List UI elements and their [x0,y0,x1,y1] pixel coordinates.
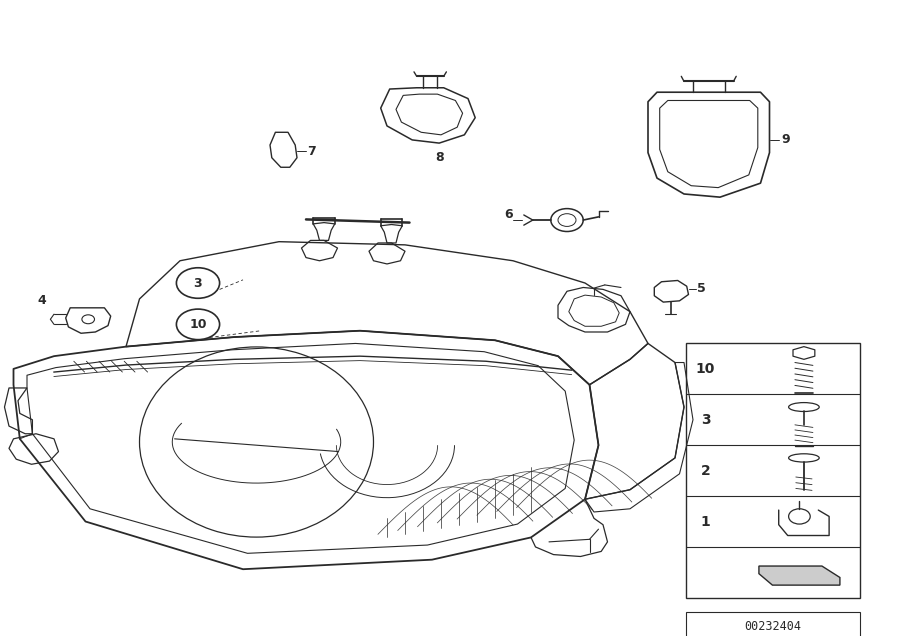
Text: 4: 4 [37,294,46,307]
Text: 10: 10 [189,318,207,331]
Bar [686,343,859,598]
Text: 3: 3 [701,413,710,427]
Bar [686,612,859,636]
Circle shape [176,309,220,340]
Text: 5: 5 [698,282,706,294]
Text: 9: 9 [781,134,790,146]
Text: 2: 2 [701,464,710,478]
Text: 00232404: 00232404 [744,620,801,633]
Polygon shape [759,566,840,585]
Text: 8: 8 [435,151,444,164]
Circle shape [176,268,220,298]
Text: 3: 3 [194,277,202,289]
Text: 10: 10 [696,362,716,376]
Text: 1: 1 [701,515,710,529]
Text: 6: 6 [504,209,513,221]
Text: 7: 7 [307,145,316,158]
